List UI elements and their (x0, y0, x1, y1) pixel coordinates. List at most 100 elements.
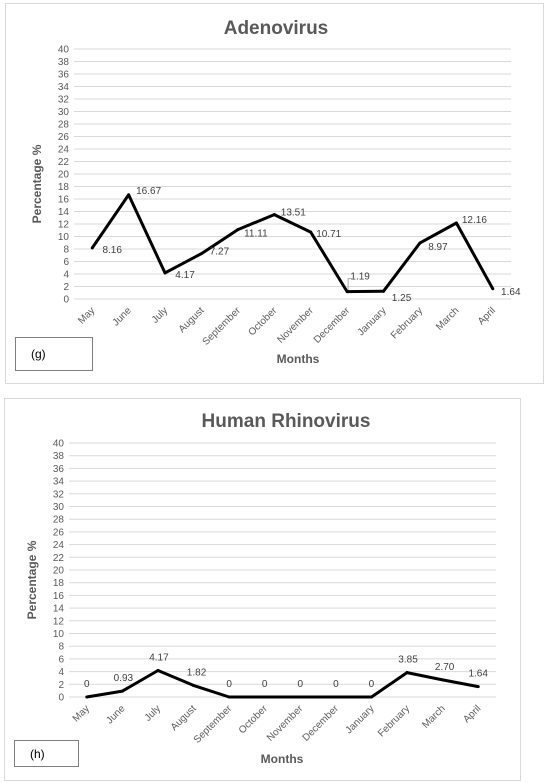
data-point (156, 669, 160, 673)
x-tick-label: May (71, 703, 92, 724)
data-point (298, 695, 302, 699)
data-point (369, 695, 373, 699)
x-tick-label: January (344, 703, 377, 736)
data-point (476, 685, 480, 689)
y-tick-label: 6 (63, 257, 69, 268)
y-axis-title: Percentage % (25, 540, 39, 619)
x-tick-label: November (265, 703, 306, 744)
x-tick-label: March (420, 703, 447, 730)
data-label: 1.64 (501, 287, 521, 298)
y-tick-label: 10 (53, 629, 65, 640)
data-point (334, 695, 338, 699)
y-tick-label: 38 (58, 57, 70, 68)
data-label: 0 (262, 679, 268, 690)
data-point (90, 246, 94, 250)
x-tick-label: May (76, 305, 97, 326)
data-point (454, 221, 458, 225)
data-point (127, 193, 131, 197)
human-rhinovirus-chart: Human Rhinovirus024681012141618202224262… (25, 411, 496, 766)
y-tick-label: 20 (53, 566, 65, 577)
data-point (405, 671, 409, 675)
x-tick-label: April (461, 703, 483, 725)
y-tick-label: 0 (63, 295, 69, 306)
x-tick-label: February (389, 305, 425, 341)
y-tick-label: 28 (53, 515, 65, 526)
chart-title: Adenovirus (224, 18, 329, 39)
y-tick-label: 8 (58, 642, 64, 653)
adenovirus-chart: Adenovirus024681012141618202224262830323… (30, 18, 521, 366)
data-point (163, 271, 167, 275)
x-tick-label: November (275, 305, 316, 346)
x-tick-label: August (169, 703, 199, 733)
data-label: 0 (226, 679, 232, 690)
data-label: 1.82 (187, 667, 207, 678)
data-point (382, 289, 386, 293)
data-label-leader-line (347, 278, 354, 290)
y-tick-label: 18 (58, 182, 70, 193)
y-tick-label: 36 (53, 464, 65, 475)
chart-title: Human Rhinovirus (202, 411, 371, 432)
x-tick-label: December (301, 703, 342, 744)
data-label: 10.71 (316, 229, 341, 240)
data-point (491, 287, 495, 291)
y-tick-label: 38 (53, 451, 65, 462)
x-tick-label: December (312, 305, 353, 346)
data-label: 2.70 (435, 662, 455, 673)
y-tick-label: 14 (53, 604, 65, 615)
data-label: 1.25 (392, 293, 412, 304)
data-point (418, 241, 422, 245)
x-tick-label: October (246, 305, 279, 338)
series-line (86, 669, 479, 699)
y-tick-label: 20 (58, 170, 70, 181)
data-point (441, 678, 445, 682)
x-tick-label: June (111, 305, 134, 328)
data-label: 8.16 (102, 245, 122, 256)
data-label: 4.17 (149, 653, 169, 664)
data-point (263, 695, 267, 699)
chart-panel-adenovirus: Adenovirus 0 2 4 6 8 10 12 14 16 18 20 22 24 26 28 30 32 3… (5, 3, 544, 384)
panel-label-h: (h) (14, 740, 79, 767)
y-tick-label: 22 (58, 157, 70, 168)
data-label: 1.19 (350, 272, 370, 283)
chart-panel-human-rhinovirus: Human Rhinovirus 0 2 4 6 8 10 12 14 16 18 20 22 24 26 2… (4, 398, 521, 781)
y-tick-label: 40 (58, 45, 70, 56)
y-tick-label: 4 (63, 270, 69, 281)
y-tick-label: 12 (53, 616, 65, 627)
x-axis-title: Months (277, 352, 320, 366)
data-point (272, 213, 276, 217)
data-label: 3.85 (398, 655, 418, 666)
y-tick-label: 14 (58, 207, 70, 218)
x-tick-label: April (476, 305, 498, 327)
x-tick-label: October (237, 703, 270, 736)
data-point (309, 230, 313, 234)
data-point (345, 290, 349, 294)
y-tick-label: 12 (58, 220, 70, 231)
y-tick-label: 18 (53, 578, 65, 589)
data-point (236, 228, 240, 232)
y-tick-label: 30 (58, 107, 70, 118)
data-label: 0 (84, 679, 90, 690)
data-point (192, 683, 196, 687)
y-tick-label: 2 (58, 680, 64, 691)
data-label: 13.51 (281, 208, 306, 219)
data-point (227, 695, 231, 699)
data-label: 8.97 (428, 242, 448, 253)
data-point (199, 252, 203, 256)
y-tick-label: 16 (58, 195, 70, 206)
data-label: 12.16 (462, 215, 487, 226)
y-tick-label: 30 (53, 502, 65, 513)
data-point (120, 689, 124, 693)
y-tick-label: 24 (58, 145, 70, 156)
y-tick-label: 22 (53, 553, 65, 564)
x-tick-label: January (356, 305, 389, 338)
panel-label-g: (g) (15, 337, 93, 371)
data-label: 16.67 (136, 186, 161, 197)
y-tick-label: 2 (63, 282, 69, 293)
x-axis-title: Months (261, 752, 304, 766)
y-tick-label: 40 (53, 439, 65, 450)
data-label: 0 (369, 679, 375, 690)
y-tick-label: 10 (58, 232, 70, 243)
y-tick-label: 16 (53, 591, 65, 602)
x-tick-label: August (177, 305, 207, 335)
x-tick-label: July (150, 305, 170, 325)
